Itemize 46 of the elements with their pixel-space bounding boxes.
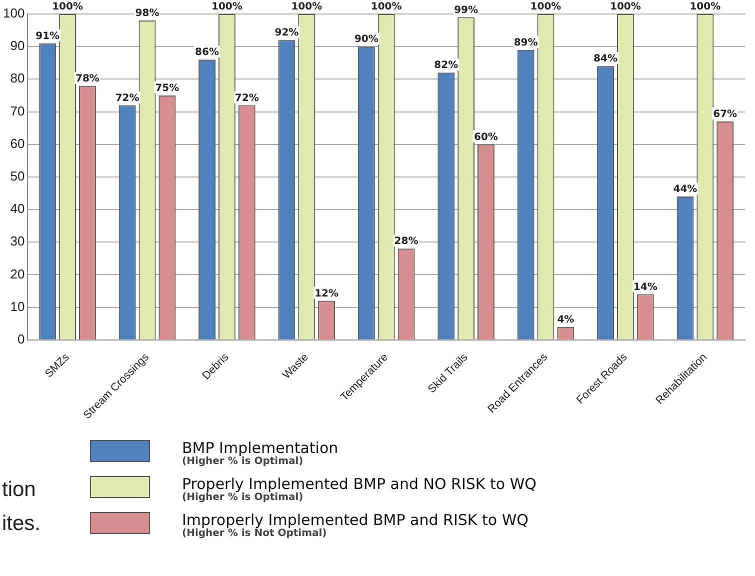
data-label: 84%: [594, 54, 618, 65]
data-label: 4%: [557, 314, 574, 326]
data-label: 28%: [394, 236, 418, 248]
data-label: 90%: [354, 34, 378, 46]
legend-label: BMP Implementation: [182, 439, 338, 457]
data-label: 72%: [234, 92, 259, 104]
data-label: 98%: [135, 8, 160, 20]
data-label: 100%: [690, 2, 721, 13]
legend-label: Properly Implemented BMP and NO RISK to WQ: [182, 475, 536, 493]
legend-label: Improperly Implemented BMP and RISK to WQ: [182, 511, 528, 529]
y-tick-label: 30: [10, 234, 25, 249]
data-label: 44%: [673, 184, 698, 196]
y-tick-label: 50: [10, 168, 25, 184]
y-tick-label: 40: [10, 201, 25, 216]
y-tick-label: 100: [2, 6, 25, 21]
data-label: 100%: [211, 2, 242, 13]
y-tick-label: 60: [10, 136, 25, 151]
data-label: 82%: [434, 60, 458, 72]
data-label: 99%: [454, 4, 478, 16]
data-label: 100%: [52, 2, 83, 13]
y-tick-label: 80: [10, 70, 25, 86]
data-label: 12%: [314, 288, 339, 300]
data-label: 86%: [195, 47, 219, 58]
text: tion: [2, 478, 36, 502]
data-label: 78%: [75, 73, 100, 84]
y-tick-label: 0: [17, 331, 25, 346]
data-label: 100%: [530, 2, 562, 13]
data-label: 100%: [370, 2, 402, 13]
data-label: 14%: [633, 282, 658, 293]
text: (Higher % is Optimal): [182, 456, 304, 468]
y-tick-label: 10: [10, 298, 25, 314]
text: ites.: [2, 512, 41, 536]
data-label: 75%: [155, 83, 180, 94]
data-label: 67%: [713, 109, 738, 120]
data-label: 91%: [36, 30, 60, 42]
data-label: 89%: [514, 37, 538, 48]
data-label: 92%: [274, 28, 299, 39]
text: (Higher % is Optimal): [182, 492, 304, 504]
y-tick-label: 20: [10, 266, 25, 282]
data-label: 72%: [115, 92, 140, 104]
y-tick-label: 70: [10, 103, 25, 118]
data-label: 60%: [474, 132, 498, 143]
y-tick-label: 90: [10, 38, 25, 54]
data-label: 100%: [291, 2, 322, 13]
data-label: 100%: [610, 2, 641, 13]
text: (Higher % is Not Optimal): [182, 528, 327, 540]
